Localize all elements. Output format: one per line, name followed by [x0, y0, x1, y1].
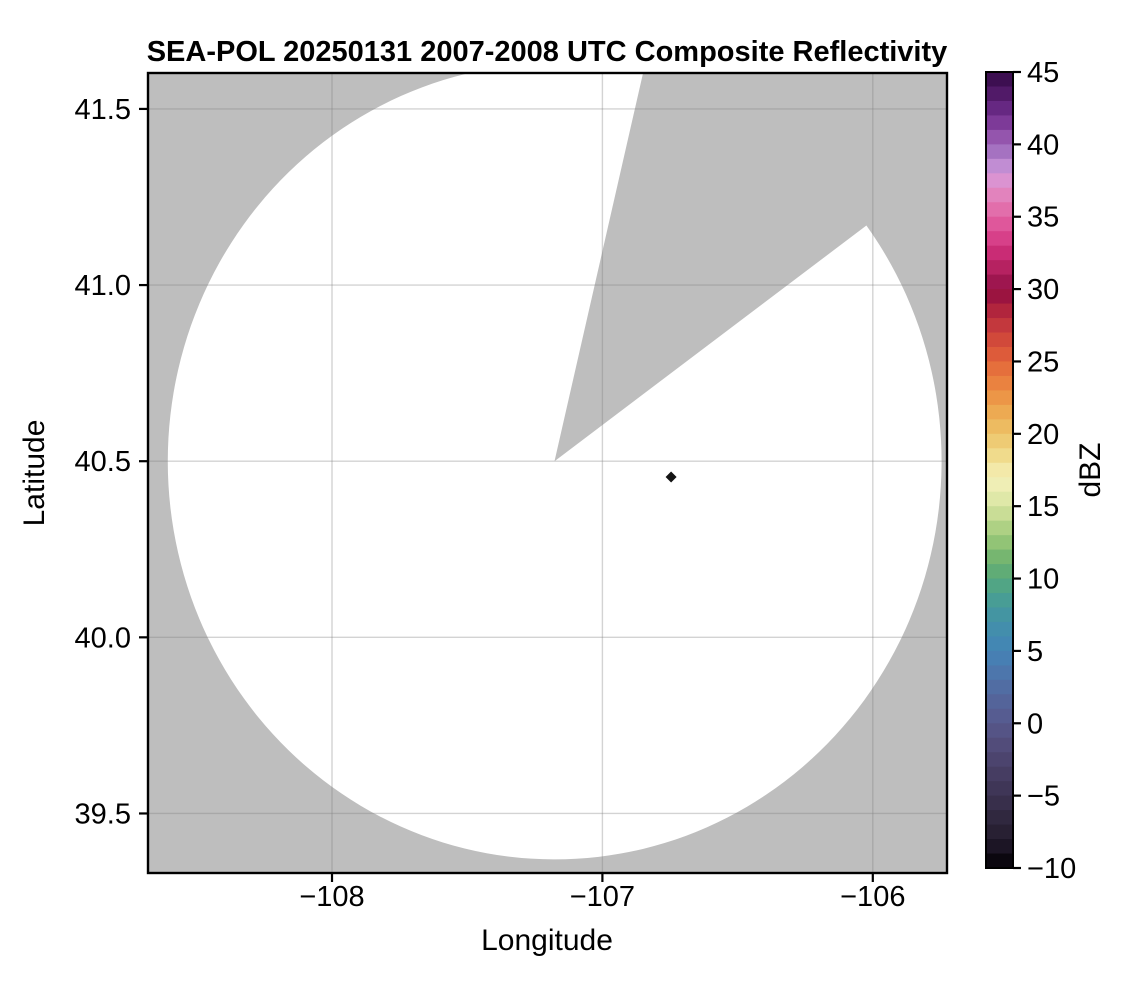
colorbar-segment [986, 781, 1013, 797]
colorbar-segment [986, 86, 1013, 102]
colorbar-segment [986, 607, 1013, 623]
colorbar-segment [986, 158, 1013, 174]
colorbar-segment [986, 839, 1013, 855]
colorbar-tick-label: 5 [1027, 636, 1043, 668]
colorbar-segment [986, 462, 1013, 478]
colorbar-segment [986, 824, 1013, 840]
colorbar-tick-label: 15 [1027, 491, 1059, 523]
colorbar-segment [986, 390, 1013, 406]
colorbar-tick-label: 30 [1027, 274, 1059, 306]
colorbar-segment [986, 202, 1013, 218]
colorbar-segment [986, 621, 1013, 638]
plot-border [146, 71, 949, 875]
colorbar: 45 40 35 30 25 20 15 10 5 0 −5 −10 [985, 57, 1076, 885]
colorbar-segment [986, 535, 1013, 551]
colorbar-segment [986, 520, 1013, 536]
colorbar-tick-label: 0 [1027, 708, 1043, 740]
colorbar-segment [986, 578, 1013, 594]
colorbar-outline [985, 71, 1014, 869]
colorbar-tick-label: 25 [1027, 346, 1059, 378]
colorbar-segment [986, 737, 1013, 753]
colorbar-segment [986, 506, 1013, 522]
colorbar-tick-label: 10 [1027, 564, 1059, 596]
colorbar-segment [986, 100, 1013, 117]
colorbar-segment [986, 375, 1013, 391]
chart-title: SEA-POL 20250131 2007-2008 UTC Composite… [147, 36, 948, 68]
colorbar-segment [986, 318, 1013, 334]
colorbar-segment [986, 723, 1013, 739]
colorbar-tick-label: −10 [1027, 853, 1076, 885]
colorbar-tick-label: 35 [1027, 202, 1059, 234]
colorbar-segment [986, 303, 1013, 319]
colorbar-segment [986, 332, 1013, 348]
colorbar-segment [986, 129, 1013, 145]
colorbar-segment [986, 216, 1013, 232]
colorbar-segment [986, 448, 1013, 464]
x-tick-label: −106 [840, 881, 905, 913]
y-tick-label: 41.0 [75, 270, 131, 302]
colorbar-segment [986, 795, 1013, 811]
colorbar-tick-label: 20 [1027, 419, 1059, 451]
colorbar-segment [986, 260, 1013, 276]
colorbar-segment [986, 187, 1013, 203]
y-tick-label: 40.0 [75, 622, 131, 654]
colorbar-tick-label: 40 [1027, 129, 1059, 161]
colorbar-segment [986, 274, 1013, 290]
colorbar-segment [986, 853, 1013, 869]
colorbar-label: dBZ [1074, 442, 1107, 497]
y-axis-label: Latitude [18, 420, 51, 527]
colorbar-segment [986, 433, 1013, 449]
colorbar-segment [986, 694, 1013, 710]
colorbar-segment [986, 419, 1013, 435]
axes: −108 −107 −106 39.5 40.0 40.5 41.0 41.5 [75, 94, 906, 913]
colorbar-segment [986, 477, 1013, 493]
colorbar-segment [986, 404, 1013, 420]
colorbar-segment [986, 564, 1013, 580]
colorbar-segment [986, 752, 1013, 768]
colorbar-segment [986, 361, 1013, 377]
colorbar-segment [986, 650, 1013, 666]
colorbar-segment [986, 115, 1013, 131]
y-tick-label: 41.5 [75, 94, 131, 126]
colorbar-segment [986, 491, 1013, 507]
colorbar-segment [986, 144, 1013, 160]
colorbar-segment [986, 289, 1013, 305]
coverage-area [167, 73, 942, 860]
colorbar-segment [986, 173, 1013, 189]
colorbar-segment [986, 665, 1013, 681]
plot-area [148, 73, 947, 873]
x-axis-label: Longitude [481, 924, 613, 957]
colorbar-segment [986, 72, 1013, 88]
colorbar-segment [986, 636, 1013, 652]
colorbar-segment [986, 346, 1013, 363]
colorbar-segment [986, 766, 1013, 782]
colorbar-segment [986, 245, 1013, 261]
x-tick-label: −108 [299, 881, 364, 913]
colorbar-segment [986, 593, 1013, 609]
x-tick-label: −107 [570, 881, 635, 913]
y-tick-label: 40.5 [75, 446, 131, 478]
echo-marker [665, 471, 677, 483]
colorbar-segment [986, 708, 1013, 724]
colorbar-segment [986, 810, 1013, 826]
y-tick-label: 39.5 [75, 798, 131, 830]
colorbar-tick-label: −5 [1027, 781, 1060, 813]
colorbar-segment [986, 679, 1013, 695]
colorbar-tick-label: 45 [1027, 57, 1059, 89]
colorbar-segment [986, 231, 1013, 247]
colorbar-segment [986, 549, 1013, 565]
